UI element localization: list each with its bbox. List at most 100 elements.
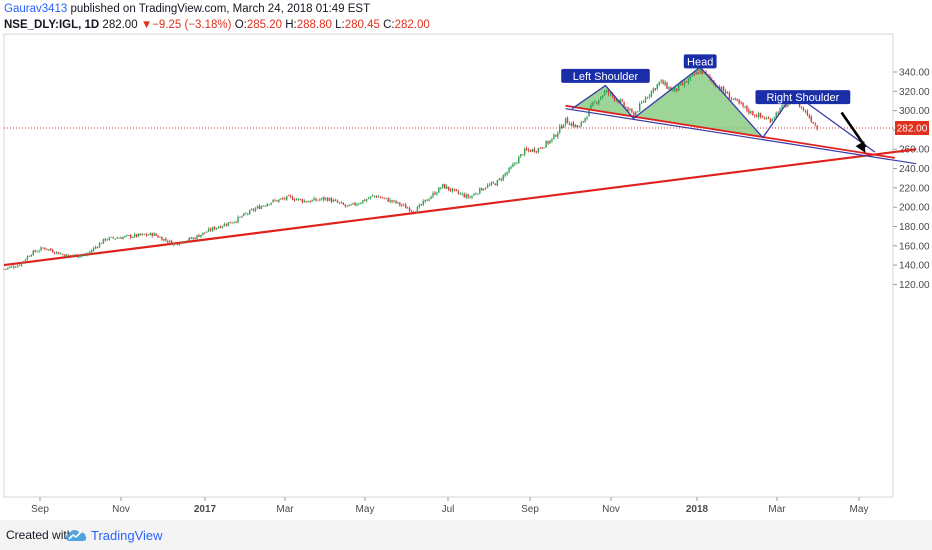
candle-body (50, 248, 52, 251)
candle-body (252, 209, 255, 211)
candle-body (153, 233, 155, 237)
candle-body (720, 86, 723, 91)
candle-body (486, 185, 489, 188)
x-tick-label: Sep (31, 504, 49, 515)
candle-body (666, 82, 668, 89)
candle-body (61, 254, 64, 255)
candle-body (707, 74, 709, 76)
candle-body (332, 199, 335, 202)
candle-body (227, 222, 229, 226)
candle-body (198, 235, 200, 237)
candle-body (288, 195, 290, 197)
candle-body (297, 198, 300, 200)
x-tick-label: May (356, 504, 375, 515)
candle-body (488, 184, 491, 186)
candle-body (512, 164, 514, 167)
candle-body (40, 247, 42, 251)
candle-body (397, 201, 399, 203)
candle-body (239, 216, 241, 218)
candle-body (424, 199, 426, 202)
candle-body (814, 124, 816, 126)
candle-body (87, 253, 89, 255)
candle-body (276, 200, 278, 202)
candle-body (299, 199, 302, 200)
candle-body (678, 84, 680, 91)
candle-body (504, 173, 506, 176)
price-chart[interactable]: 120.00 140.00 160.00 180.00 200.00 220.00 240.… (0, 0, 932, 520)
candle-body (122, 236, 124, 240)
candle-body (291, 196, 294, 201)
candle-body (761, 116, 764, 118)
candle-body (518, 156, 520, 164)
candle-body (137, 233, 140, 237)
head-label-bg (683, 54, 717, 69)
candle-body (564, 117, 567, 125)
candle-body (104, 238, 107, 241)
candle-body (346, 205, 348, 207)
candle-body (403, 204, 405, 206)
candle-body (139, 233, 142, 236)
candle-body (258, 205, 261, 209)
candle-body (580, 122, 582, 126)
tradingview-brand[interactable]: TradingView (65, 525, 163, 545)
candle-body (520, 154, 522, 157)
candle-body (112, 237, 114, 239)
candle-body (498, 178, 500, 180)
candle-body (110, 236, 112, 238)
candle-body (391, 200, 393, 202)
candle-body (336, 200, 339, 203)
x-tick-label: Mar (768, 504, 786, 515)
candle-body (399, 202, 401, 206)
created-with-text: Created with (6, 528, 74, 542)
candle-body (182, 241, 185, 243)
candle-body (432, 192, 434, 197)
candle-body (631, 109, 633, 113)
candle-body (327, 197, 329, 202)
candle-body (211, 227, 214, 231)
tradingview-brand-label: TradingView (91, 527, 163, 543)
candle-body (96, 247, 99, 248)
published-text: published on TradingView.com, March 24, … (67, 3, 371, 15)
candle-body (106, 239, 109, 241)
candle-body (738, 99, 740, 104)
candle-body (147, 234, 149, 236)
symbol-label: NSE_DLY:IGL, 1D (4, 19, 100, 31)
candle-body (100, 243, 103, 244)
author-link[interactable]: Gaurav3413 (4, 3, 68, 15)
candle-body (155, 233, 157, 236)
candle-body (268, 204, 270, 206)
candle-body (20, 262, 23, 266)
candle-body (342, 202, 344, 205)
candle-body (481, 188, 483, 191)
candle-body (584, 117, 586, 122)
candle-body (408, 208, 411, 211)
candle-body (732, 98, 734, 100)
candle-body (369, 196, 372, 199)
candle-body (184, 241, 187, 243)
candle-body (98, 243, 101, 248)
candle-body (79, 255, 81, 257)
candle-body (539, 147, 541, 149)
candle-body (280, 198, 282, 200)
candle-body (416, 206, 419, 214)
candle-body (293, 199, 296, 201)
candle-body (38, 250, 40, 252)
candle-body (188, 237, 190, 241)
candle-body (740, 102, 742, 104)
candle-body (295, 199, 298, 201)
candle-body (54, 252, 56, 254)
candle-body (309, 201, 311, 203)
candle-body (693, 73, 695, 75)
candle-body (196, 235, 198, 239)
candle-body (5, 268, 7, 270)
candle-body (578, 126, 580, 128)
candle-body (547, 141, 549, 144)
candle-body (668, 87, 670, 90)
y-tick-label: 160.00 (899, 241, 930, 252)
candle-body (266, 204, 268, 207)
candle-body (233, 221, 235, 223)
candle-body (59, 253, 62, 255)
candle-body (254, 208, 257, 211)
candle-body (465, 194, 467, 198)
x-tick-label: Sep (521, 504, 539, 515)
